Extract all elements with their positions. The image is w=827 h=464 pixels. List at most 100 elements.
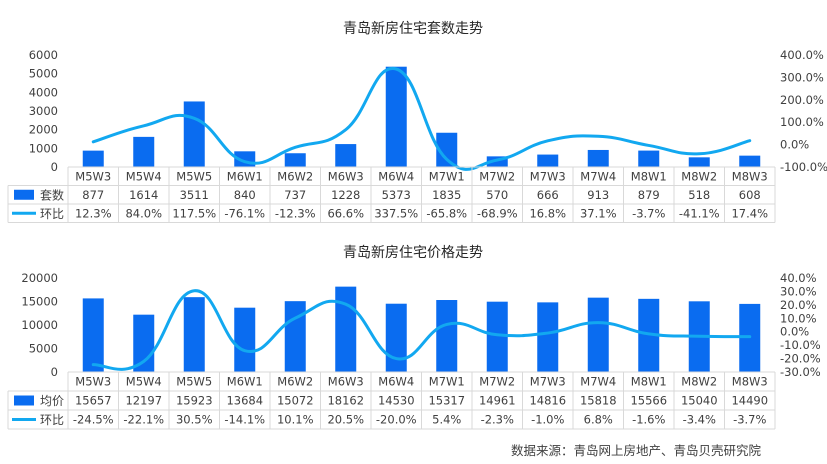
chart1-line-series (91, 67, 752, 171)
chart2-category-label: M7W4 (580, 375, 616, 389)
chart2-y-right-tick: -30.0% (780, 365, 821, 379)
chart1-bar (739, 155, 761, 167)
chart2-bar-value-label: 14490 (731, 394, 768, 408)
chart2-line-series (91, 289, 752, 371)
chart2-y-left-tick: 0 (51, 365, 58, 379)
chart1-category-label: M8W2 (681, 169, 717, 183)
chart1-line-value-label: -76.1% (224, 206, 265, 220)
chart2-bar (133, 314, 155, 372)
chart2-bar-value-label: 15317 (428, 394, 465, 408)
chart1-bar-value-label: 879 (638, 188, 660, 202)
chart2-y-right-tick: -20.0% (780, 352, 821, 366)
chart1-bar-value-label: 5373 (382, 188, 411, 202)
chart1-bar (587, 149, 609, 167)
chart1-y-right-tick: -100.0% (780, 160, 827, 174)
chart1-bar (486, 156, 508, 167)
chart1-y-right-tick: 200.0% (780, 93, 824, 107)
chart1-category-label: M8W1 (631, 169, 667, 183)
chart1-line-value-label: 37.1% (580, 206, 617, 220)
chart1-y-left-tick: 2000 (29, 123, 58, 137)
chart2-y-right-tick: 40.0% (780, 271, 817, 285)
chart1-category-label: M6W3 (328, 169, 364, 183)
chart2-y-left-tick: 15000 (21, 295, 58, 309)
chart2-legend-bar-name: 均价 (40, 394, 64, 408)
chart1-title: 青岛新房住宅套数走势 (343, 21, 483, 37)
chart1-line-value-label: 66.6% (327, 206, 364, 220)
chart1-category-label: M6W2 (277, 169, 313, 183)
chart2-line-value-label: -22.1% (123, 413, 164, 427)
chart2-category-label: M5W3 (75, 375, 111, 389)
chart2-legend-line-name: 环比 (40, 413, 64, 427)
chart2-category-label: M6W3 (328, 375, 364, 389)
chart1-category-label: M6W1 (227, 169, 263, 183)
chart2-category-label: M7W3 (530, 375, 566, 389)
chart1-y-left-tick: 4000 (29, 85, 58, 99)
chart1-line-value-label: -12.3% (275, 206, 316, 220)
chart1-bar-value-label: 737 (284, 188, 306, 202)
chart1-category-label: M8W3 (732, 169, 768, 183)
chart2-line-value-label: -1.0% (531, 413, 564, 427)
chart1-y-left-tick: 3000 (29, 104, 58, 118)
chart2-bar-value-label: 15072 (277, 394, 314, 408)
chart2-category-label: M6W4 (378, 375, 414, 389)
chart2-bar-value-label: 14816 (529, 394, 566, 408)
chart2-line-value-label: -14.1% (224, 413, 265, 427)
chart1-category-label: M7W3 (530, 169, 566, 183)
chart1-legend-bar-key (14, 189, 34, 200)
chart1-bar (638, 150, 660, 167)
chart2-title: 青岛新房住宅价格走势 (343, 245, 483, 261)
chart2-bar (385, 303, 407, 372)
chart2-line-value-label: 5.4% (432, 413, 461, 427)
chart1-category-label: M7W2 (479, 169, 515, 183)
chart1-y-left-tick: 5000 (29, 67, 58, 81)
chart2-bar-value-label: 14961 (479, 394, 516, 408)
chart2-bar (537, 302, 559, 372)
chart2-legend-bar-key (14, 395, 34, 406)
chart1-bar-value-label: 666 (537, 188, 559, 202)
chart2-y-left-tick: 5000 (29, 342, 58, 356)
chart2-bar (335, 286, 357, 372)
chart2-line-value-label: -1.6% (632, 413, 665, 427)
chart1-line-value-label: -65.8% (426, 206, 467, 220)
chart1-y-right-tick: 400.0% (780, 48, 824, 62)
chart2-category-label: M7W1 (429, 375, 465, 389)
chart2-y-left-tick: 10000 (21, 318, 58, 332)
chart2-bar (183, 297, 205, 372)
chart2-bar (638, 298, 660, 372)
chart1-y-left-tick: 6000 (29, 48, 58, 62)
chart2-line-value-label: -3.7% (733, 413, 766, 427)
chart1-line-value-label: -41.1% (679, 206, 720, 220)
chart2-bar-value-label: 14530 (378, 394, 415, 408)
chart2-bar-value-label: 18162 (327, 394, 364, 408)
chart1-category-label: M5W3 (75, 169, 111, 183)
chart1-bar (688, 157, 710, 167)
chart2-line-value-label: -2.3% (481, 413, 514, 427)
chart2-line-value-label: 30.5% (176, 413, 213, 427)
chart1-bar (335, 144, 357, 167)
chart2-bar (82, 298, 104, 372)
chart1-line-value-label: 16.8% (529, 206, 566, 220)
chart2-bar (486, 301, 508, 372)
chart1-y-left-tick: 0 (51, 160, 58, 174)
chart2-line-value-label: 6.8% (584, 413, 613, 427)
chart1-category-label: M7W1 (429, 169, 465, 183)
chart1-bar (284, 153, 306, 167)
chart2-bar (234, 307, 256, 372)
chart2-y-left-tick: 20000 (21, 271, 58, 285)
chart2-bar-value-label: 15566 (630, 394, 667, 408)
chart2-bar (587, 297, 609, 372)
chart2-bar-value-label: 15040 (681, 394, 718, 408)
chart2-bar-value-label: 12197 (125, 394, 162, 408)
chart2-y-right-tick: 10.0% (780, 311, 817, 325)
chart2-category-label: M8W3 (732, 375, 768, 389)
chart1-legend-line-name: 环比 (40, 207, 64, 221)
chart2-bar (284, 301, 306, 372)
chart2-bar-value-label: 15818 (580, 394, 617, 408)
chart2-line-value-label: 20.5% (327, 413, 364, 427)
chart1-bar-value-label: 518 (688, 188, 710, 202)
chart1-line-value-label: 12.3% (75, 206, 112, 220)
chart2-bar-value-label: 15923 (176, 394, 213, 408)
chart1-bar-value-label: 877 (82, 188, 104, 202)
